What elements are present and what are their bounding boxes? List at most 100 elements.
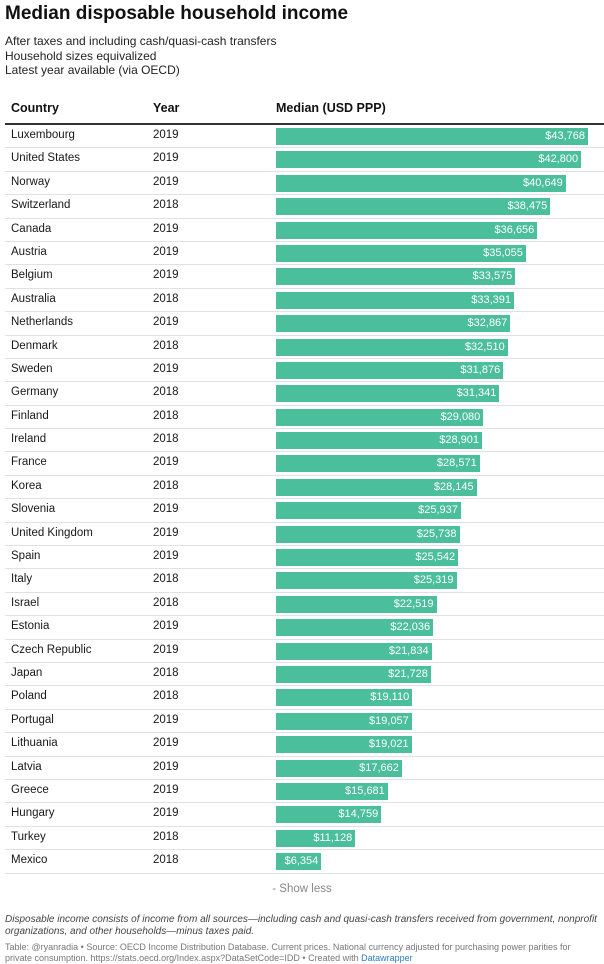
country-cell: Ireland bbox=[11, 433, 47, 446]
income-bar: $33,575 bbox=[276, 268, 516, 286]
table-row: Mexico 2018 $6,354 bbox=[5, 850, 604, 874]
table-row: Canada 2019 $36,656 bbox=[5, 219, 604, 242]
country-cell: Spain bbox=[11, 550, 41, 563]
year-cell: 2018 bbox=[153, 386, 179, 399]
value-label: $32,510 bbox=[464, 340, 505, 353]
country-cell: Hungary bbox=[11, 807, 55, 820]
income-bar: $32,867 bbox=[276, 315, 511, 333]
year-cell: 2018 bbox=[153, 292, 179, 305]
country-cell: Portugal bbox=[11, 713, 54, 726]
table-row: Korea 2018 $28,145 bbox=[5, 476, 604, 500]
table-row: Hungary 2019 $14,759 bbox=[5, 803, 604, 827]
income-bar: $35,055 bbox=[276, 244, 526, 262]
chart-subtitle: After taxes and including cash/quasi-cas… bbox=[5, 34, 276, 78]
value-label: $19,057 bbox=[369, 714, 409, 727]
value-label: $22,519 bbox=[393, 597, 434, 610]
year-cell: 2019 bbox=[153, 245, 179, 258]
income-bar: $19,110 bbox=[276, 689, 413, 707]
value-label: $11,128 bbox=[313, 831, 353, 844]
country-cell: Mexico bbox=[11, 854, 48, 867]
income-bar: $22,519 bbox=[276, 595, 437, 613]
country-cell: Denmark bbox=[11, 339, 58, 352]
country-column-header[interactable]: Country bbox=[11, 101, 59, 115]
value-label: $29,080 bbox=[440, 410, 481, 423]
table-row: Italy 2018 $25,319 bbox=[5, 569, 604, 593]
country-cell: Latvia bbox=[11, 760, 42, 773]
year-cell: 2019 bbox=[153, 643, 179, 656]
year-cell: 2019 bbox=[153, 526, 179, 539]
value-label: $33,391 bbox=[471, 293, 511, 306]
income-bar: $28,145 bbox=[276, 478, 477, 496]
income-bar: $15,681 bbox=[276, 782, 388, 800]
value-label: $42,800 bbox=[538, 153, 579, 166]
country-cell: Norway bbox=[11, 175, 50, 188]
show-less-button[interactable]: - Show less bbox=[272, 883, 332, 895]
country-cell: Turkey bbox=[11, 830, 46, 843]
table-row: Spain 2019 $25,542 bbox=[5, 546, 604, 570]
year-column-header[interactable]: Year bbox=[153, 101, 180, 115]
country-cell: Sweden bbox=[11, 362, 53, 375]
table-row: Germany 2018 $31,341 bbox=[5, 382, 604, 406]
country-cell: Luxembourg bbox=[11, 129, 75, 141]
value-label: $25,738 bbox=[416, 527, 457, 540]
country-cell: Italy bbox=[11, 573, 33, 586]
year-cell: 2019 bbox=[153, 620, 179, 633]
table-row: Israel 2018 $22,519 bbox=[5, 593, 604, 617]
year-cell: 2019 bbox=[153, 175, 179, 188]
year-cell: 2019 bbox=[153, 316, 179, 329]
value-label: $40,649 bbox=[523, 176, 563, 189]
table-row: Austria 2019 $35,055 bbox=[5, 242, 604, 266]
year-cell: 2019 bbox=[153, 503, 179, 516]
value-label: $19,021 bbox=[368, 738, 409, 751]
year-cell: 2019 bbox=[153, 152, 179, 165]
value-label: $28,145 bbox=[433, 480, 474, 493]
income-bar: $29,080 bbox=[276, 408, 484, 426]
country-cell: Finland bbox=[11, 409, 49, 422]
country-cell: Austria bbox=[11, 245, 47, 258]
source-line: Table: @ryanradia • Source: OECD Income … bbox=[5, 942, 600, 964]
year-cell: 2019 bbox=[153, 129, 179, 141]
year-cell: 2019 bbox=[153, 737, 179, 750]
table-body: Luxembourg 2019 $43,768 United States 2019 $4… bbox=[5, 125, 604, 874]
country-cell: Belgium bbox=[11, 269, 53, 282]
value-label: $22,036 bbox=[390, 621, 431, 634]
income-bar: $36,656 bbox=[276, 221, 538, 239]
country-cell: Lithuania bbox=[11, 737, 58, 750]
income-bar: $33,391 bbox=[276, 291, 514, 309]
source-text: Table: @ryanradia • Source: OECD Income … bbox=[5, 942, 571, 963]
country-cell: Korea bbox=[11, 479, 42, 492]
country-cell: France bbox=[11, 456, 47, 469]
value-label: $19,110 bbox=[370, 691, 410, 704]
table-row: Latvia 2019 $17,662 bbox=[5, 757, 604, 780]
year-cell: 2019 bbox=[153, 362, 179, 375]
median-column-header[interactable]: Median (USD PPP) bbox=[276, 101, 386, 115]
table-row: Norway 2019 $40,649 bbox=[5, 172, 604, 196]
value-label: $25,542 bbox=[415, 551, 456, 564]
income-bar: $11,128 bbox=[276, 829, 356, 847]
income-bar: $21,728 bbox=[276, 665, 431, 683]
income-bar: $31,341 bbox=[276, 385, 500, 403]
datawrapper-link[interactable]: Datawrapper bbox=[361, 953, 413, 963]
table-row: France 2019 $28,571 bbox=[5, 452, 604, 476]
year-cell: 2019 bbox=[153, 783, 179, 796]
year-cell: 2018 bbox=[153, 339, 179, 352]
income-bar: $32,510 bbox=[276, 338, 508, 356]
value-label: $35,055 bbox=[483, 246, 523, 259]
value-label: $36,656 bbox=[494, 223, 535, 236]
year-cell: 2019 bbox=[153, 550, 179, 563]
year-cell: 2019 bbox=[153, 456, 179, 469]
value-label: $33,575 bbox=[472, 270, 513, 283]
subtitle-line: After taxes and including cash/quasi-cas… bbox=[5, 34, 277, 48]
income-bar: $25,319 bbox=[276, 572, 457, 590]
income-bar: $19,057 bbox=[276, 712, 412, 730]
value-label: $6,354 bbox=[284, 855, 319, 868]
table-row: Denmark 2018 $32,510 bbox=[5, 336, 604, 359]
table-header: Country Year Median (USD PPP) bbox=[5, 96, 604, 125]
year-cell: 2018 bbox=[153, 433, 179, 446]
table-row: Finland 2018 $29,080 bbox=[5, 406, 604, 430]
table-row: Estonia 2019 $22,036 bbox=[5, 616, 604, 640]
value-label: $21,728 bbox=[388, 667, 428, 680]
country-cell: Netherlands bbox=[11, 316, 74, 329]
income-bar: $25,738 bbox=[276, 525, 460, 543]
income-bar: $21,834 bbox=[276, 642, 432, 660]
